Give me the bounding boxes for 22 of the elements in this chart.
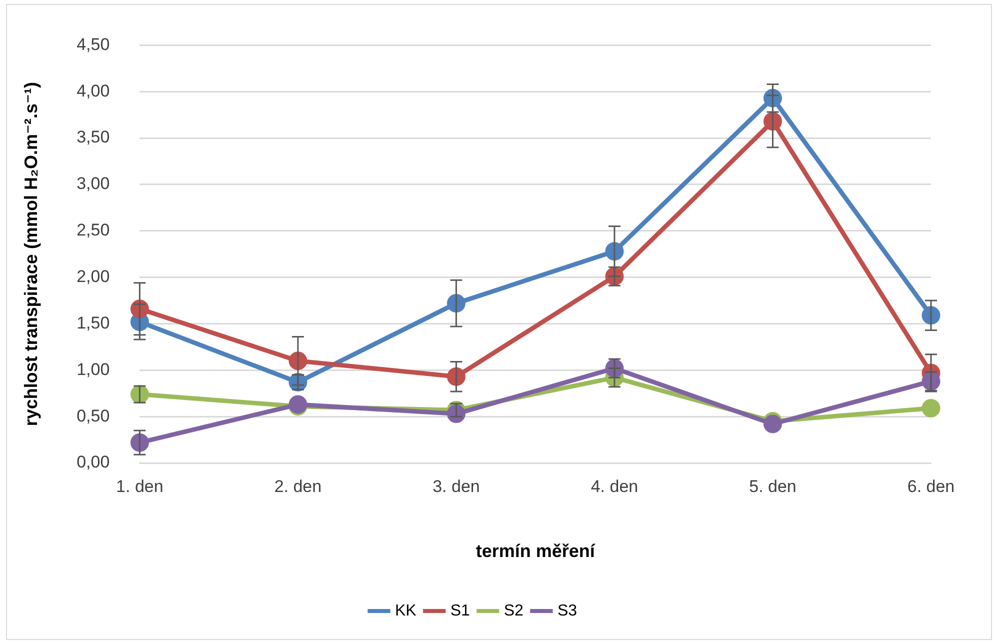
legend-label: S1 — [450, 602, 470, 620]
x-axis-title: termín měření — [476, 541, 596, 562]
y-tick-label: 0,50 — [76, 406, 110, 426]
y-tick-label: 4,50 — [76, 34, 110, 54]
y-tick-label: 4,00 — [76, 81, 110, 100]
x-tick-label: 6. den — [907, 476, 955, 496]
y-axis-title: rychlost transpirace (mmol H₂O.m⁻².s⁻¹) — [20, 82, 41, 426]
x-tick-label: 4. den — [590, 476, 638, 496]
y-tick-label: 1,50 — [76, 313, 110, 332]
x-tick-label: 5. den — [749, 476, 796, 496]
legend-label: S3 — [557, 602, 578, 620]
y-tick-label: 2,00 — [76, 267, 110, 286]
y-tick-label: 3,00 — [76, 174, 110, 194]
y-tick-label: 1,00 — [76, 360, 110, 379]
x-tick-label: 3. den — [432, 476, 480, 496]
y-tick-label: 3,50 — [76, 128, 110, 147]
x-tick-label: 2. den — [274, 476, 322, 496]
x-tick-label: 1. den — [116, 476, 164, 496]
legend-label: KK — [394, 602, 417, 620]
legend-label: S2 — [504, 602, 524, 620]
y-tick-label: 0,00 — [76, 452, 110, 472]
y-tick-label: 2,50 — [76, 220, 110, 240]
